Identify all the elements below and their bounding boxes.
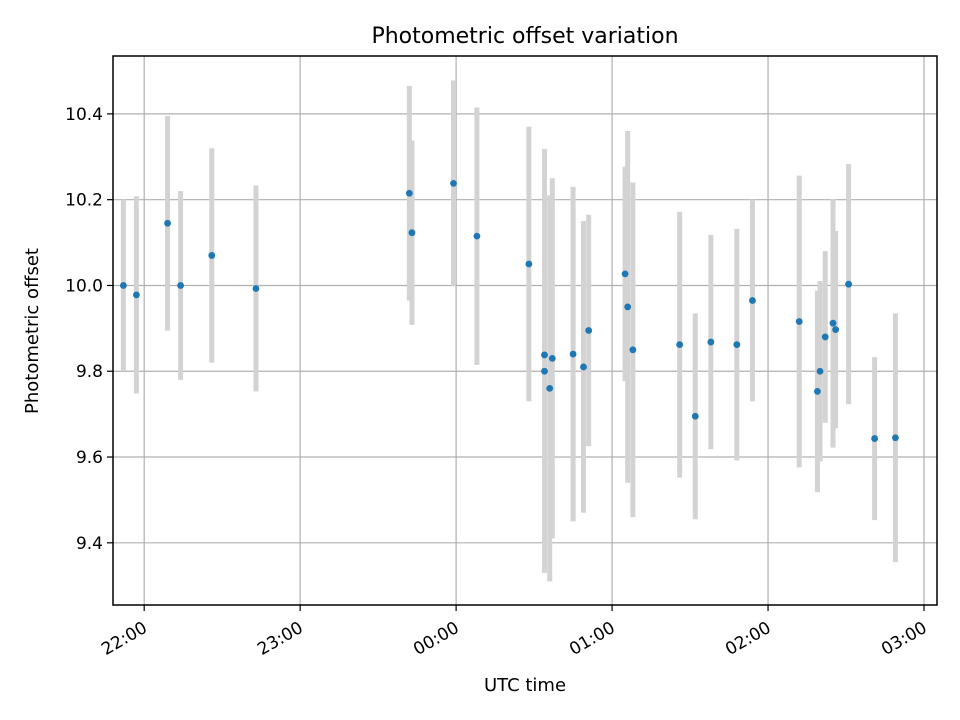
data-point <box>580 363 587 371</box>
data-point <box>252 285 260 292</box>
data-point <box>546 385 554 392</box>
y-tick-label: 10.2 <box>65 191 103 211</box>
data-point <box>548 354 556 362</box>
data-point <box>405 189 413 197</box>
plot-area-frame <box>112 55 938 606</box>
data-point <box>177 282 184 289</box>
data-point <box>585 327 593 334</box>
data-point <box>569 350 577 358</box>
data-point <box>450 179 457 187</box>
y-tick-label: 10.4 <box>65 105 103 125</box>
data-point <box>473 232 481 240</box>
data-point <box>814 388 821 395</box>
data-point <box>408 229 416 237</box>
data-point <box>164 219 171 227</box>
y-axis-label: Photometric offset <box>22 248 43 414</box>
y-tick-label: 9.4 <box>76 534 103 554</box>
data-point <box>691 412 699 420</box>
data-point <box>821 333 829 341</box>
data-point <box>892 434 899 442</box>
data-point <box>832 326 840 334</box>
data-point <box>624 303 632 311</box>
data-point <box>541 367 548 375</box>
data-point <box>871 435 879 442</box>
data-point <box>629 346 637 354</box>
data-point <box>132 291 140 299</box>
data-point <box>208 252 216 259</box>
data-point <box>816 367 824 375</box>
data-point <box>707 338 715 346</box>
data-points <box>119 179 899 442</box>
y-tick-label: 10.0 <box>65 276 103 296</box>
data-point <box>119 282 127 289</box>
y-axis: 9.4 9.6 9.8 10.0 10.2 10.4 <box>65 105 113 554</box>
y-tick-label: 9.6 <box>76 448 103 468</box>
data-point <box>621 270 629 278</box>
data-point <box>733 341 741 349</box>
x-axis-label: UTC time <box>484 675 566 696</box>
data-point <box>525 260 533 268</box>
y-tick-label: 9.8 <box>76 362 103 382</box>
data-point <box>845 280 853 288</box>
chart-title: Photometric offset variation <box>371 24 678 49</box>
data-point <box>829 319 837 327</box>
data-point <box>749 297 756 304</box>
data-point <box>676 341 684 349</box>
data-point <box>541 351 548 359</box>
data-point <box>795 318 803 325</box>
